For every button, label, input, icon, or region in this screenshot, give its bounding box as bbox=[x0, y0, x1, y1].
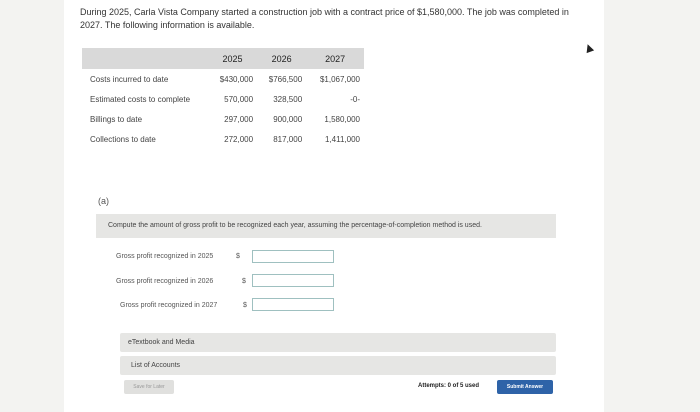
row-label: Costs incurred to date bbox=[90, 74, 169, 84]
header-2027: 2027 bbox=[306, 48, 364, 69]
currency-symbol: $ bbox=[242, 278, 246, 285]
gross-profit-2026-input[interactable] bbox=[252, 274, 334, 287]
gross-profit-2027-input[interactable] bbox=[252, 298, 334, 311]
construction-data-table: 2025 2026 2027 Costs incurred to date $4… bbox=[82, 48, 364, 149]
instruction-bar bbox=[96, 214, 556, 238]
currency-symbol: $ bbox=[243, 302, 247, 309]
header-2026: 2026 bbox=[257, 48, 307, 69]
cell-value: 570,000 bbox=[224, 94, 254, 104]
cell-value: $766,500 bbox=[268, 74, 303, 84]
header-blank bbox=[82, 48, 208, 69]
cell-value: 1,411,000 bbox=[325, 134, 360, 144]
row-label: Collections to date bbox=[90, 134, 156, 144]
row-label: Billings to date bbox=[90, 114, 143, 124]
attempts-counter: Attempts: 0 of 5 used bbox=[418, 383, 480, 389]
answer-label-2026: Gross profit recognized in 2026 bbox=[116, 278, 214, 285]
etextbook-link[interactable]: eTextbook and Media bbox=[128, 339, 195, 346]
table-row: Billings to date 297,000 900,000 1,580,0… bbox=[82, 109, 364, 129]
cell-value: $1,067,000 bbox=[319, 74, 360, 84]
table-row: Collections to date 272,000 817,000 1,41… bbox=[82, 129, 364, 149]
table-row: Costs incurred to date $430,000 $766,500… bbox=[82, 69, 364, 89]
cell-value: 1,580,000 bbox=[324, 114, 360, 124]
currency-symbol: $ bbox=[236, 253, 240, 260]
cell-value: -0- bbox=[350, 94, 360, 104]
answer-label-2025: Gross profit recognized in 2025 bbox=[116, 253, 214, 260]
cell-value: 817,000 bbox=[273, 134, 303, 144]
cell-value: $430,000 bbox=[219, 74, 254, 84]
cell-value: 272,000 bbox=[224, 134, 254, 144]
answer-label-2027: Gross profit recognized in 2027 bbox=[120, 302, 218, 309]
gross-profit-2025-input[interactable] bbox=[252, 250, 334, 263]
list-of-accounts-link[interactable]: List of Accounts bbox=[131, 362, 181, 369]
instruction-text: Compute the amount of gross profit to be… bbox=[108, 222, 482, 229]
submit-answer-button[interactable]: Submit Answer bbox=[497, 380, 553, 394]
cell-value: 328,500 bbox=[273, 94, 303, 104]
table-row: Estimated costs to complete 570,000 328,… bbox=[82, 89, 364, 109]
cell-value: 900,000 bbox=[273, 114, 303, 124]
table-header-row: 2025 2026 2027 bbox=[82, 48, 364, 69]
problem-statement: During 2025, Carla Vista Company started… bbox=[80, 7, 569, 30]
header-2025: 2025 bbox=[208, 48, 258, 69]
row-label: Estimated costs to complete bbox=[90, 94, 191, 104]
save-for-later-button[interactable]: Save for Later bbox=[124, 380, 174, 394]
part-label: (a) bbox=[98, 196, 109, 206]
accounts-bar[interactable] bbox=[120, 356, 556, 375]
cell-value: 297,000 bbox=[224, 114, 254, 124]
etextbook-bar[interactable] bbox=[120, 333, 556, 352]
